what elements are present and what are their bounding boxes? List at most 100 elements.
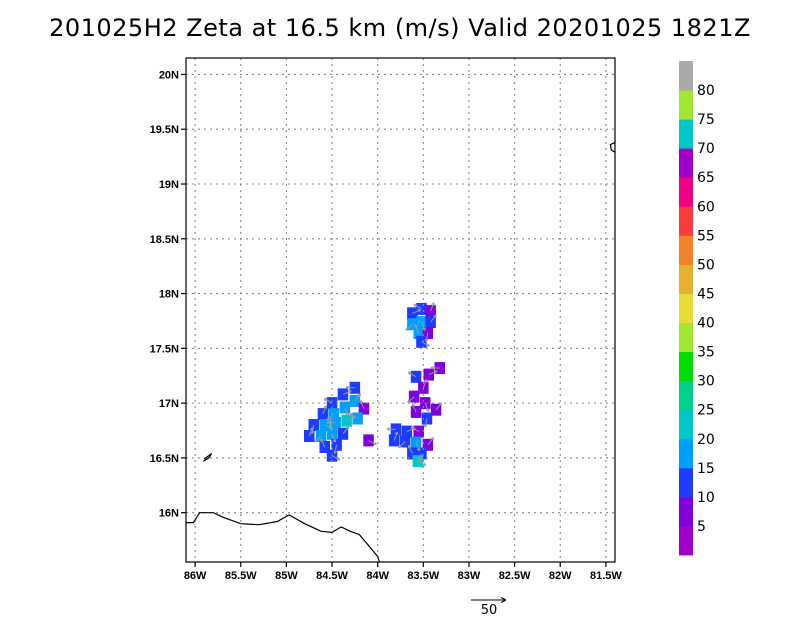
wind-vector [354,393,361,402]
colorbar-label: 70 [697,141,715,157]
wind-vector-head [413,303,417,308]
colorbar-bin [679,206,693,236]
wind-vector [414,324,420,334]
wind-vector [344,407,349,416]
wind-vector-head [434,370,438,374]
wind-vector [342,390,352,395]
colorbar-bin [679,496,693,527]
wind-vector-head [410,426,415,430]
wind-vector [308,427,313,437]
zeta-cell [410,405,422,418]
wind-vector [398,441,406,449]
wind-vector-head [373,441,377,446]
wind-vector [425,332,429,342]
colorbar-label: 10 [697,490,715,506]
x-tick-label: 84W [366,570,389,582]
wind-vector [430,314,437,323]
wind-vector-head [407,444,412,449]
wind-vector [408,371,417,378]
y-tick-label: 18N [159,289,179,301]
wind-vector-head [359,400,363,404]
coastline-segment [186,512,381,563]
wind-vector-head [407,399,411,404]
wind-vector-head [407,371,412,376]
colorbar-label: 25 [697,403,715,419]
wind-vector-head [422,462,427,466]
zeta-cell [416,316,427,329]
wind-vector-head [329,426,334,430]
zeta-cell [319,441,330,453]
wind-vector-head [438,402,443,406]
coastline-layer [186,141,616,563]
wind-vector [427,437,434,446]
colorbar-label: 50 [697,257,715,273]
wind-vector [322,405,327,415]
y-tick-label: 20N [159,69,179,81]
wind-vector [417,460,427,466]
x-tick-label: 83W [458,570,481,582]
x-tick-label: 84.5W [316,570,348,582]
wind-vector [415,442,420,452]
zeta-cell [337,427,349,440]
wind-vector-head [326,420,330,425]
wind-vector [349,413,358,419]
zeta-cell [349,394,361,407]
colorbar-label: 35 [697,345,715,361]
wind-vector [411,403,417,413]
colorbar-label: 60 [697,199,715,215]
zeta-cell [416,335,427,348]
wind-vector-head [332,439,337,443]
wind-vector-head [430,365,434,370]
zeta-cell [423,368,434,381]
wind-vector [435,402,443,411]
colorbar-label: 30 [697,374,715,390]
y-tick-label: 18.5N [150,234,179,246]
wind-vector [424,418,428,428]
colorbar-bin [679,322,693,352]
wind-vector-head [423,424,428,428]
chart-title: 201025H2 Zeta at 16.5 km (m/s) Valid 202… [49,14,751,42]
zeta-cell [401,425,413,438]
wind-vector-head [431,302,435,306]
zeta-cell [337,388,349,401]
colorbar-label: 55 [697,228,715,244]
wind-vector-head [430,437,434,441]
wind-vector-head [345,385,349,390]
zeta-cell [434,362,445,375]
wind-vector [412,309,421,314]
colorbar-bin [679,380,693,411]
x-tick-label: 86W [184,570,207,582]
colorbar-label: 65 [697,170,715,186]
x-tick-label: 82.5W [499,570,531,582]
wind-vector-head [349,413,353,417]
wind-vector-head [348,390,352,394]
wind-vector [346,416,356,422]
wind-vector-head [345,412,350,417]
wind-vector-head [386,427,390,432]
wind-vector-head [309,427,314,431]
colorbar: 5 10 15 20 25 30 35 40 45 50 55 60 65 70 75 80 [679,61,715,556]
colorbar-bin [679,525,693,556]
colorbar-bin [679,177,693,207]
wind-vector-head [414,324,418,328]
wind-vector-head [336,457,341,461]
colorbar-label: 40 [697,316,715,332]
colorbar-bin [679,119,693,149]
y-tick-label: 16N [159,508,179,520]
colorbar-label: 75 [697,112,715,128]
y-tick-label: 16.5N [150,453,179,465]
coastline-segment [609,141,616,153]
colorbar-label: 5 [697,519,706,535]
wind-vector [334,444,338,454]
y-tick-label: 19.5N [150,124,179,136]
wind-vector-head [411,403,415,407]
wind-vector-head [422,327,426,331]
zeta-cell [407,307,418,320]
wind-vector [421,321,426,331]
wind-vector-head [424,338,429,343]
zeta-cell [352,412,363,425]
grid-layer [186,58,615,562]
wind-vector-head [345,426,350,430]
wind-vector-head [416,447,421,452]
